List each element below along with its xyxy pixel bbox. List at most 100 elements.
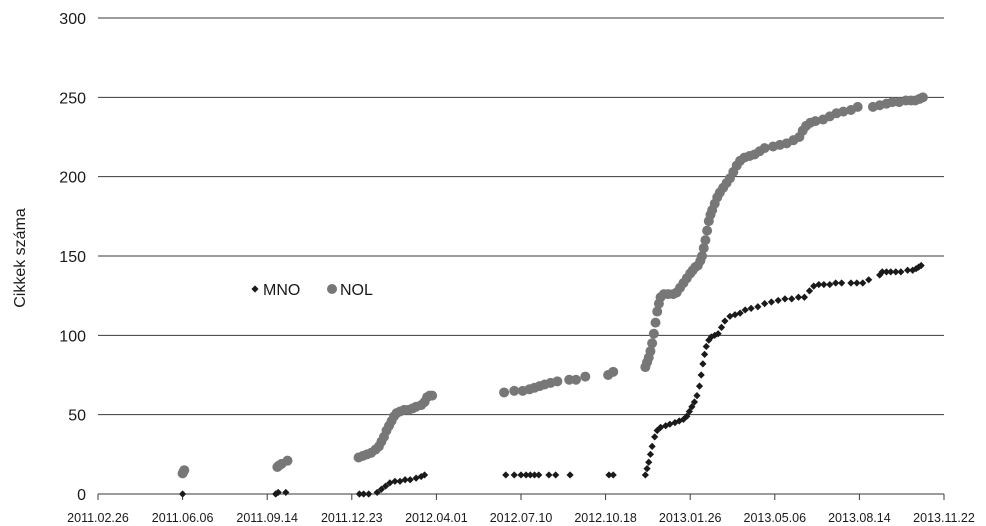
data-point-mno [912,265,920,273]
data-point-mno [741,306,749,314]
data-point-nol [580,371,591,382]
data-point-mno [697,371,705,379]
data-point-nol [647,338,658,349]
series-layer [177,92,928,498]
data-point-mno [865,276,873,284]
data-point-mno [685,407,693,416]
data-point-nol [697,251,708,261]
data-point-mno [502,471,510,479]
data-point-mno [915,263,923,271]
data-point-nol [650,317,661,328]
data-point-nol [552,376,563,387]
data-point-nol [282,455,293,466]
data-point-mno [517,471,525,479]
data-point-mno [648,442,656,450]
data-point-nol [645,346,656,357]
data-point-mno [747,304,755,312]
x-axis: 2011.02.26 2011.06.06 2011.09.14 2011.12.23… [67,493,975,525]
data-point-nol [652,306,663,317]
data-point-nol [759,143,770,154]
data-point-mno [820,280,828,289]
x-tick-label: 2011.12.23 [321,511,383,525]
data-point-mno [274,488,282,497]
data-point-mno [876,271,884,279]
data-point-mno [767,298,776,306]
data-point-nol [838,106,849,117]
data-point-mno [522,471,530,479]
data-point-mno [805,287,814,295]
series-mno [179,261,925,498]
data-point-mno [391,477,399,485]
x-tick-label: 2013.01.26 [659,511,722,525]
data-point-mno [702,342,710,351]
data-point-mno [693,392,701,400]
data-point-mno [545,471,553,479]
x-tick-label: 2012.07.10 [490,511,553,525]
data-point-nol [702,225,713,236]
data-point-nol [698,243,709,254]
data-point-mno [510,471,518,479]
y-tick-label: 200 [59,170,86,187]
data-point-mno [832,279,840,287]
data-point-mno [859,279,867,287]
data-point-mno [666,420,674,428]
data-point-nol [608,366,619,377]
data-point-mno [882,268,891,276]
y-tick-label: 150 [59,249,86,266]
data-point-mno [420,471,429,479]
data-point-mno [878,268,886,276]
data-point-mno [382,482,390,490]
data-point-mno [695,382,704,390]
data-point-mno [609,471,617,479]
y-tick-label: 0 [77,487,86,504]
data-point-mno [788,295,796,303]
y-axis: 0 50 100 150 200 250 300 [59,11,86,504]
data-point-mno [690,398,699,406]
data-point-mno [726,312,734,320]
data-point-mno [373,488,381,497]
data-point-nol [700,235,711,246]
data-point-mno [683,412,691,420]
data-point-mno [651,433,659,441]
data-point-nol [179,465,190,476]
data-point-mno [662,422,670,430]
y-tick-label: 300 [59,11,86,28]
data-point-mno [707,333,715,341]
x-tick-label: 2012.04.01 [405,511,468,525]
legend-label-mno: MNO [263,282,300,299]
data-point-mno [643,465,651,473]
data-point-mno [721,317,729,325]
data-point-mno [909,266,917,274]
data-point-mno [535,471,543,479]
data-point-mno [605,471,613,479]
data-point-mno [800,293,809,301]
data-point-mno [781,295,789,303]
data-point-mno [794,293,803,301]
data-point-mno [754,303,762,311]
x-tick-label: 2013.08.14 [828,511,891,525]
data-point-mno [853,279,861,287]
data-point-mno [530,471,539,479]
y-tick-label: 100 [59,328,86,345]
data-point-mno [377,485,386,493]
data-point-mno [700,350,709,358]
data-point-mno [282,488,290,497]
data-point-mno [847,279,855,287]
data-point-nol [509,385,520,396]
y-axis-label: Cikkek száma [12,208,29,308]
x-tick-label: 2011.02.26 [67,511,129,525]
x-tick-label: 2012.10.18 [574,511,637,525]
data-point-mno [897,268,905,276]
data-point-nol [852,101,863,112]
data-point-mno [675,417,683,425]
data-point-mno [566,471,574,479]
legend-marker-nol [327,284,337,294]
data-point-mno [736,309,744,317]
data-point-mno [645,458,653,466]
data-point-nol [570,374,581,385]
data-point-mno [917,261,925,270]
data-point-mno [401,476,409,484]
x-tick-label: 2013.11.22 [913,511,975,525]
data-point-nol [917,92,928,103]
